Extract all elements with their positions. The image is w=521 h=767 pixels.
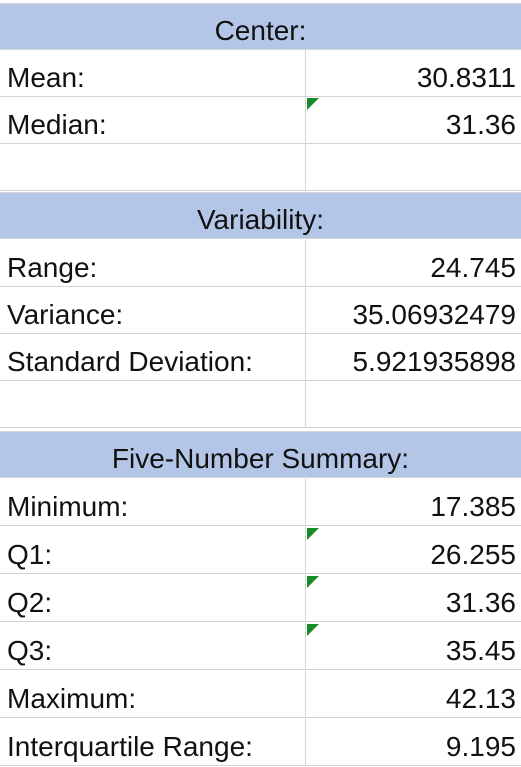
empty-cell[interactable] (0, 381, 306, 427)
empty-cell[interactable] (0, 144, 306, 190)
row-value: 24.745 (430, 252, 516, 283)
value-cell[interactable]: 24.745 (306, 240, 521, 286)
row-value: 35.45 (445, 635, 516, 666)
value-cell[interactable]: 35.45 (306, 623, 521, 669)
row-label: Q3: (7, 635, 53, 666)
error-indicator-icon[interactable] (307, 576, 319, 588)
label-cell[interactable]: Q2: (0, 575, 306, 621)
row-label: Standard Deviation: (7, 346, 253, 377)
table-row-interquartile-range: Interquartile Range: 9.195 (0, 719, 521, 766)
row-label: Range: (7, 252, 98, 283)
row-label: Interquartile Range: (7, 731, 253, 762)
table-row-standard-deviation: Standard Deviation: 5.921935898 (0, 334, 521, 381)
table-row-range: Range: 24.745 (0, 240, 521, 287)
label-cell[interactable]: Range: (0, 240, 306, 286)
value-cell[interactable]: 30.8311 (306, 50, 521, 96)
table-row-minimum: Minimum: 17.385 (0, 479, 521, 526)
error-indicator-icon[interactable] (307, 528, 319, 540)
value-cell[interactable]: 17.385 (306, 479, 521, 525)
label-cell[interactable]: Q1: (0, 527, 306, 573)
row-value: 9.195 (445, 731, 516, 762)
label-cell[interactable]: Median: (0, 97, 306, 143)
section-header-center[interactable]: Center: (0, 3, 521, 50)
value-cell[interactable]: 31.36 (306, 575, 521, 621)
row-label: Median: (7, 109, 107, 140)
row-value: 35.06932479 (352, 299, 516, 330)
empty-row (0, 144, 521, 191)
section-title-five-number-summary: Five-Number Summary: (111, 443, 410, 474)
value-cell[interactable]: 31.36 (306, 97, 521, 143)
row-label: Maximum: (7, 683, 137, 714)
label-cell[interactable]: Interquartile Range: (0, 719, 306, 765)
row-label: Minimum: (7, 491, 129, 522)
row-value: 31.36 (445, 587, 516, 618)
row-label: Variance: (7, 299, 124, 330)
label-cell[interactable]: Mean: (0, 50, 306, 96)
table-row-maximum: Maximum: 42.13 (0, 671, 521, 718)
value-cell[interactable]: 26.255 (306, 527, 521, 573)
value-cell[interactable]: 9.195 (306, 719, 521, 765)
row-value: 30.8311 (416, 62, 516, 93)
table-row-mean: Mean: 30.8311 (0, 50, 521, 97)
value-cell[interactable]: 35.06932479 (306, 287, 521, 333)
row-value: 42.13 (445, 683, 516, 714)
error-indicator-icon[interactable] (307, 98, 319, 110)
label-cell[interactable]: Variance: (0, 287, 306, 333)
row-label: Mean: (7, 62, 85, 93)
row-value: 26.255 (430, 539, 516, 570)
section-title-variability: Variability: (196, 204, 325, 235)
empty-cell[interactable] (306, 144, 521, 190)
error-indicator-icon[interactable] (307, 624, 319, 636)
section-header-five-number-summary[interactable]: Five-Number Summary: (0, 431, 521, 478)
row-value: 5.921935898 (352, 346, 516, 377)
value-cell[interactable]: 5.921935898 (306, 334, 521, 380)
label-cell[interactable]: Q3: (0, 623, 306, 669)
row-label: Q1: (7, 539, 53, 570)
section-title-center: Center: (214, 15, 307, 46)
table-row-median: Median: 31.36 (0, 97, 521, 144)
table-row-q2: Q2: 31.36 (0, 575, 521, 622)
row-label: Q2: (7, 587, 53, 618)
table-row-q3: Q3: 35.45 (0, 623, 521, 670)
value-cell[interactable]: 42.13 (306, 671, 521, 717)
empty-row (0, 381, 521, 428)
row-value: 31.36 (445, 109, 516, 140)
section-header-variability[interactable]: Variability: (0, 192, 521, 239)
empty-cell[interactable] (306, 381, 521, 427)
table-row-variance: Variance: 35.06932479 (0, 287, 521, 334)
label-cell[interactable]: Standard Deviation: (0, 334, 306, 380)
label-cell[interactable]: Minimum: (0, 479, 306, 525)
table-row-q1: Q1: 26.255 (0, 527, 521, 574)
row-value: 17.385 (430, 491, 516, 522)
label-cell[interactable]: Maximum: (0, 671, 306, 717)
